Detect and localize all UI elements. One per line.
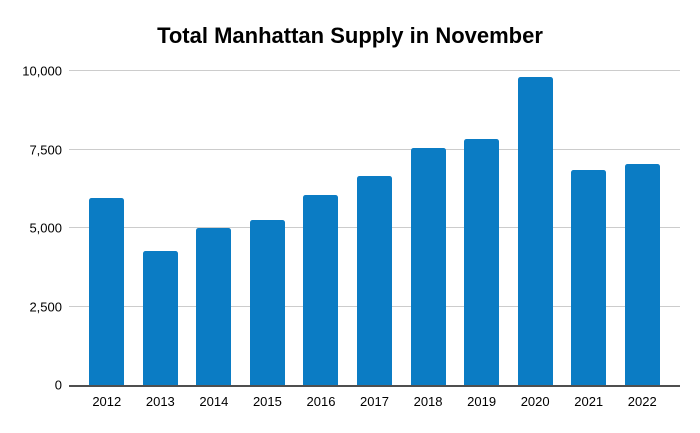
bar-band	[294, 71, 348, 385]
bar-2018	[410, 147, 446, 385]
x-axis-tick-label: 2021	[574, 394, 604, 409]
x-axis-tick-label: 2013	[145, 394, 175, 409]
bar-band	[80, 71, 134, 385]
bar-band	[348, 71, 402, 385]
bar-2019	[464, 138, 500, 385]
y-axis-tick-label: 5,000	[29, 220, 62, 236]
y-axis-tick-label: 2,500	[29, 299, 62, 314]
bar-band	[508, 71, 562, 385]
x-axis-tick-label: 2015	[252, 394, 282, 409]
x-axis-labels: 2012 2013 2014 2015 2016 2017 2018 2019 2020 2021…	[80, 395, 669, 408]
bar-band	[615, 71, 669, 385]
x-axis-tick-label: 2022	[627, 394, 657, 409]
bars	[80, 71, 669, 385]
y-axis-tick-label: 0	[54, 377, 62, 393]
bar-band	[187, 71, 241, 385]
bar-2014	[196, 228, 232, 385]
x-axis-tick-label: 2017	[360, 394, 389, 409]
bar-2012	[89, 198, 125, 385]
bar-2015	[249, 220, 285, 385]
bar-2021	[571, 169, 607, 385]
chart-title: Total Manhattan Supply in November	[157, 23, 543, 48]
bar-band	[562, 71, 616, 385]
gridline	[69, 70, 680, 71]
gridline	[69, 148, 680, 150]
bar-2013	[142, 250, 178, 385]
x-axis-tick-label: 2020	[520, 394, 550, 409]
bar-band	[455, 71, 509, 385]
y-axis-tick-label: 7,500	[29, 142, 62, 157]
plot-area: 0 2,500 5,000 7,500 10,000 2012 2013 2014 2015 2…	[22, 65, 680, 408]
bar-band	[401, 71, 455, 385]
x-axis-tick-label: 2016	[306, 394, 336, 409]
bar-2020	[517, 76, 553, 385]
bar-2017	[357, 175, 392, 385]
bar-2016	[303, 195, 339, 385]
x-axis-tick-label: 2019	[467, 394, 497, 409]
bar-band	[241, 71, 295, 385]
x-axis-tick-label: 2014	[199, 394, 229, 409]
x-axis-tick-label: 2012	[92, 394, 122, 409]
y-axis-tick-label: 10,000	[22, 63, 62, 79]
x-axis-tick-label: 2018	[413, 394, 443, 409]
bar-2022	[624, 163, 660, 385]
bar-band	[134, 71, 188, 385]
